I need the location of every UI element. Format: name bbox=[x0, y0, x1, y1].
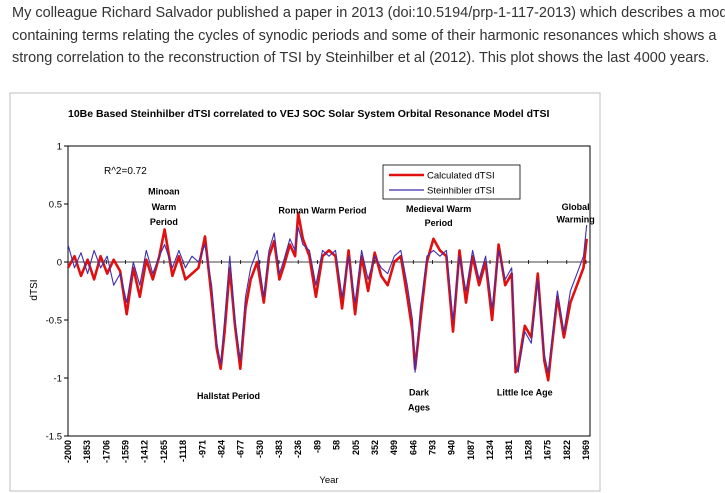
legend-label-calculated: Calculated dTSI bbox=[427, 171, 495, 182]
intro-paragraph: My colleague Richard Salvador published … bbox=[12, 2, 725, 70]
x-tick-label: -1706 bbox=[101, 440, 111, 463]
x-tick-label: 793 bbox=[427, 440, 437, 455]
y-axis-label: dTSI bbox=[29, 279, 40, 300]
x-tick-label: -383 bbox=[274, 440, 284, 458]
period-annotation: Period bbox=[150, 217, 178, 227]
period-annotation: Ages bbox=[408, 402, 430, 412]
x-tick-label: 1528 bbox=[523, 440, 533, 460]
x-tick-label: -824 bbox=[216, 440, 226, 458]
y-tick-label: 0.5 bbox=[49, 200, 62, 211]
x-tick-label: 1087 bbox=[466, 440, 476, 460]
x-tick-label: 1234 bbox=[485, 440, 495, 460]
period-annotation: Warming bbox=[557, 215, 595, 225]
x-tick-label: -89 bbox=[312, 440, 322, 453]
y-tick-label: -0.5 bbox=[46, 316, 62, 327]
x-tick-label: -1118 bbox=[178, 440, 188, 462]
period-annotation: Roman Warm Period bbox=[278, 205, 366, 215]
x-tick-label: 58 bbox=[332, 440, 342, 450]
x-tick-label: -677 bbox=[236, 440, 246, 458]
x-tick-label: 352 bbox=[370, 440, 380, 455]
x-tick-label: -1853 bbox=[82, 440, 92, 463]
chart-title: 10Be Based Steinhilber dTSI correlated t… bbox=[68, 108, 549, 120]
plot-area bbox=[67, 145, 591, 437]
period-annotation: Minoan bbox=[148, 187, 180, 197]
x-tick-label: 940 bbox=[447, 440, 457, 455]
period-annotation: Hallstat Period bbox=[197, 391, 260, 401]
period-annotation: Global bbox=[562, 202, 590, 212]
period-annotation: Period bbox=[425, 218, 453, 228]
x-tick-label: 1969 bbox=[581, 440, 591, 460]
y-tick-label: 0 bbox=[57, 258, 62, 269]
y-tick-label: -1.5 bbox=[46, 432, 62, 443]
period-annotation: Little Ice Age bbox=[497, 387, 553, 397]
x-tick-label: 1822 bbox=[562, 440, 572, 460]
intro-line-1: My colleague Richard Salvador published … bbox=[12, 5, 725, 21]
x-tick-label: 1675 bbox=[543, 440, 553, 460]
x-tick-label: -2000 bbox=[63, 440, 73, 463]
legend-label-steinhilber: Steinhibler dTSI bbox=[427, 186, 495, 197]
y-tick-label: 1 bbox=[57, 142, 62, 153]
intro-line-2: containing terms relating the cycles of … bbox=[12, 27, 717, 44]
period-annotation: Medieval Warm bbox=[406, 204, 471, 214]
x-tick-label: 646 bbox=[408, 440, 418, 455]
x-tick-label: 205 bbox=[351, 440, 361, 455]
intro-line-3: strong correlation to the reconstruction… bbox=[12, 50, 710, 66]
legend-box bbox=[382, 164, 521, 200]
x-tick-label: -530 bbox=[255, 440, 265, 458]
x-tick-label: -971 bbox=[197, 440, 207, 458]
legend: Calculated dTSI Steinhibler dTSI bbox=[382, 164, 521, 200]
chart-frame bbox=[9, 92, 601, 492]
x-tick-label: 1381 bbox=[504, 440, 514, 460]
period-annotation: Warm bbox=[152, 202, 177, 212]
x-tick-label: 499 bbox=[389, 440, 399, 455]
series-line-steinhilber bbox=[67, 224, 588, 373]
x-tick-label: -1265 bbox=[159, 440, 169, 463]
x-axis-label: Year bbox=[319, 475, 338, 486]
y-tick-label: -1 bbox=[54, 374, 62, 385]
x-tick-label: -1412 bbox=[140, 440, 150, 463]
x-tick-label: -1559 bbox=[121, 440, 131, 463]
x-tick-label: -236 bbox=[293, 440, 303, 458]
r-squared-label: R^2=0.72 bbox=[104, 166, 147, 177]
chart-marks: 1 0.5 0 -0.5 -1 -1.5-2000 -1853 -1706 -1559 -1412… bbox=[46, 142, 595, 464]
period-annotation: Dark bbox=[409, 387, 430, 397]
